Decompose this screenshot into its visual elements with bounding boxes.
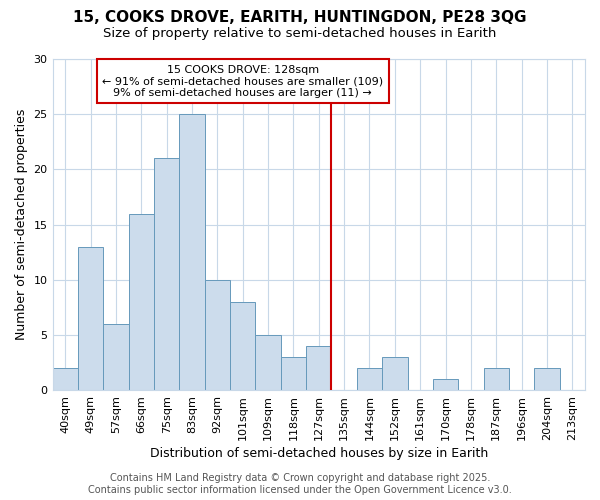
Text: Contains HM Land Registry data © Crown copyright and database right 2025.
Contai: Contains HM Land Registry data © Crown c… (88, 474, 512, 495)
Bar (78, 246, 103, 390)
Bar (306, 346, 331, 390)
Bar (103, 324, 128, 390)
Text: 15 COOKS DROVE: 128sqm
← 91% of semi-detached houses are smaller (109)
9% of sem: 15 COOKS DROVE: 128sqm ← 91% of semi-det… (102, 64, 383, 98)
Bar (281, 357, 306, 390)
Bar (179, 114, 205, 390)
Bar (534, 368, 560, 390)
Bar (256, 335, 281, 390)
Y-axis label: Number of semi-detached properties: Number of semi-detached properties (15, 109, 28, 340)
Bar (154, 158, 179, 390)
X-axis label: Distribution of semi-detached houses by size in Earith: Distribution of semi-detached houses by … (149, 447, 488, 460)
Bar (128, 214, 154, 390)
Bar (230, 302, 256, 390)
Bar (205, 280, 230, 390)
Bar (484, 368, 509, 390)
Bar (382, 357, 407, 390)
Text: 15, COOKS DROVE, EARITH, HUNTINGDON, PE28 3QG: 15, COOKS DROVE, EARITH, HUNTINGDON, PE2… (73, 10, 527, 25)
Bar (357, 368, 382, 390)
Text: Size of property relative to semi-detached houses in Earith: Size of property relative to semi-detach… (103, 28, 497, 40)
Bar (53, 368, 78, 390)
Bar (433, 379, 458, 390)
